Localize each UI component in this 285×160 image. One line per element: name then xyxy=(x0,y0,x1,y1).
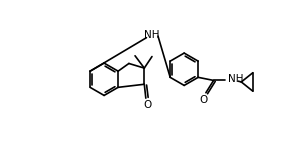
Text: O: O xyxy=(143,100,152,110)
Text: NH: NH xyxy=(228,74,244,84)
Text: NH: NH xyxy=(144,30,160,40)
Text: O: O xyxy=(200,95,208,105)
